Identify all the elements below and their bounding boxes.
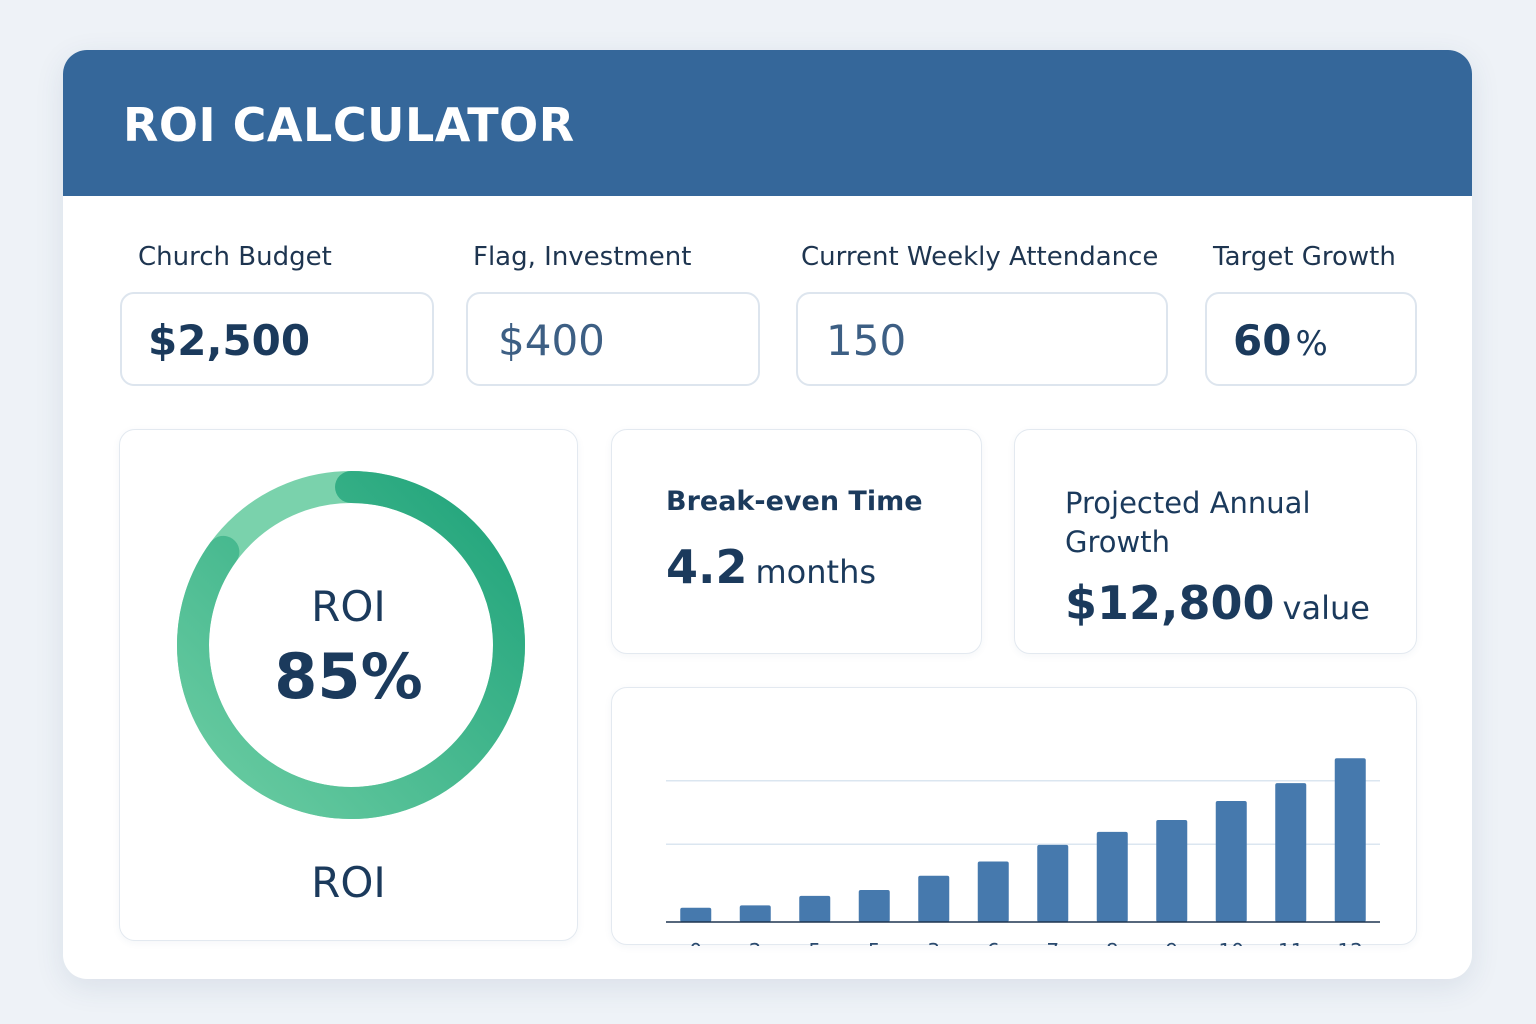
church-budget-label: Church Budget [138, 242, 332, 272]
chart-x-tick-label: 11 [1278, 939, 1303, 946]
chart-x-tick-label: 2 [749, 939, 762, 946]
chart-x-tick-label: 0 [689, 939, 702, 946]
chart-x-tick-label: 10 [1219, 939, 1244, 946]
chart-bar [680, 907, 712, 922]
projected-growth-panel: Projected Annual Growth $12,800 value [1014, 429, 1417, 654]
chart-x-tick-label: 6 [987, 939, 1000, 946]
chart-bar [1156, 819, 1188, 922]
chart-bar [858, 889, 890, 922]
roi-ring-label: ROI [311, 582, 386, 631]
target-growth-value: 60% [1233, 316, 1328, 365]
target-growth-label: Target Growth [1213, 242, 1396, 272]
page-title: ROI CALCULATOR [123, 98, 575, 152]
projected-growth-title: Projected Annual Growth [1065, 486, 1311, 559]
projected-growth-unit: value [1282, 589, 1370, 627]
chart-bar [1037, 844, 1069, 922]
roi-caption: ROI [311, 858, 386, 907]
chart-bar [1096, 831, 1128, 922]
roi-panel: ROI 85% ROI [119, 429, 578, 941]
projected-growth-value-row: $12,800 value [1065, 576, 1370, 630]
chart-bar [918, 875, 950, 922]
target-growth-number: 60 [1233, 316, 1292, 365]
header-bar: ROI CALCULATOR [63, 50, 1472, 196]
chart-x-tick-label: 5 [808, 939, 821, 946]
break-even-value-row: 4.2 months [666, 540, 876, 594]
investment-field[interactable]: $400 [466, 292, 760, 386]
target-growth-field[interactable]: 60% [1205, 292, 1417, 386]
roi-ring-progress [177, 471, 525, 819]
chart-bar [1215, 800, 1247, 922]
chart-x-tick-label: 8 [1106, 939, 1119, 946]
break-even-panel: Break-even Time 4.2 months [611, 429, 982, 654]
investment-label: Flag, Investment [473, 242, 692, 272]
chart-bar [1334, 758, 1366, 922]
growth-chart-panel: 0 2 5 5 3 6 7 8 9 10 11 12 [611, 687, 1417, 946]
growth-bar-chart: 0 2 5 5 3 6 7 8 9 10 11 12 [666, 758, 1380, 946]
attendance-label: Current Weekly Attendance [801, 242, 1159, 272]
chart-bar [1275, 783, 1307, 922]
break-even-unit: months [755, 553, 877, 591]
chart-x-tick-label: 12 [1338, 939, 1363, 946]
church-budget-value: $2,500 [148, 316, 311, 365]
chart-x-tick-label: 7 [1046, 939, 1059, 946]
attendance-field[interactable]: 150 [796, 292, 1168, 386]
attendance-value: 150 [826, 316, 907, 365]
roi-value: 85% [274, 640, 423, 713]
chart-x-tick-label: 5 [868, 939, 881, 946]
break-even-title: Break-even Time [666, 486, 923, 517]
percent-suffix: % [1295, 324, 1328, 364]
investment-value: $400 [498, 316, 605, 365]
roi-calculator-card: ROI CALCULATOR Church Budget $2,500 Flag… [63, 50, 1472, 979]
chart-bar [977, 861, 1009, 922]
chart-x-tick-label: 3 [927, 939, 940, 946]
break-even-value: 4.2 [666, 540, 748, 594]
roi-ring-chart [177, 471, 525, 819]
projected-growth-value: $12,800 [1065, 576, 1275, 630]
chart-bar [799, 895, 831, 922]
church-budget-field[interactable]: $2,500 [120, 292, 434, 386]
chart-bar [739, 905, 771, 922]
chart-x-tick-label: 9 [1165, 939, 1178, 946]
